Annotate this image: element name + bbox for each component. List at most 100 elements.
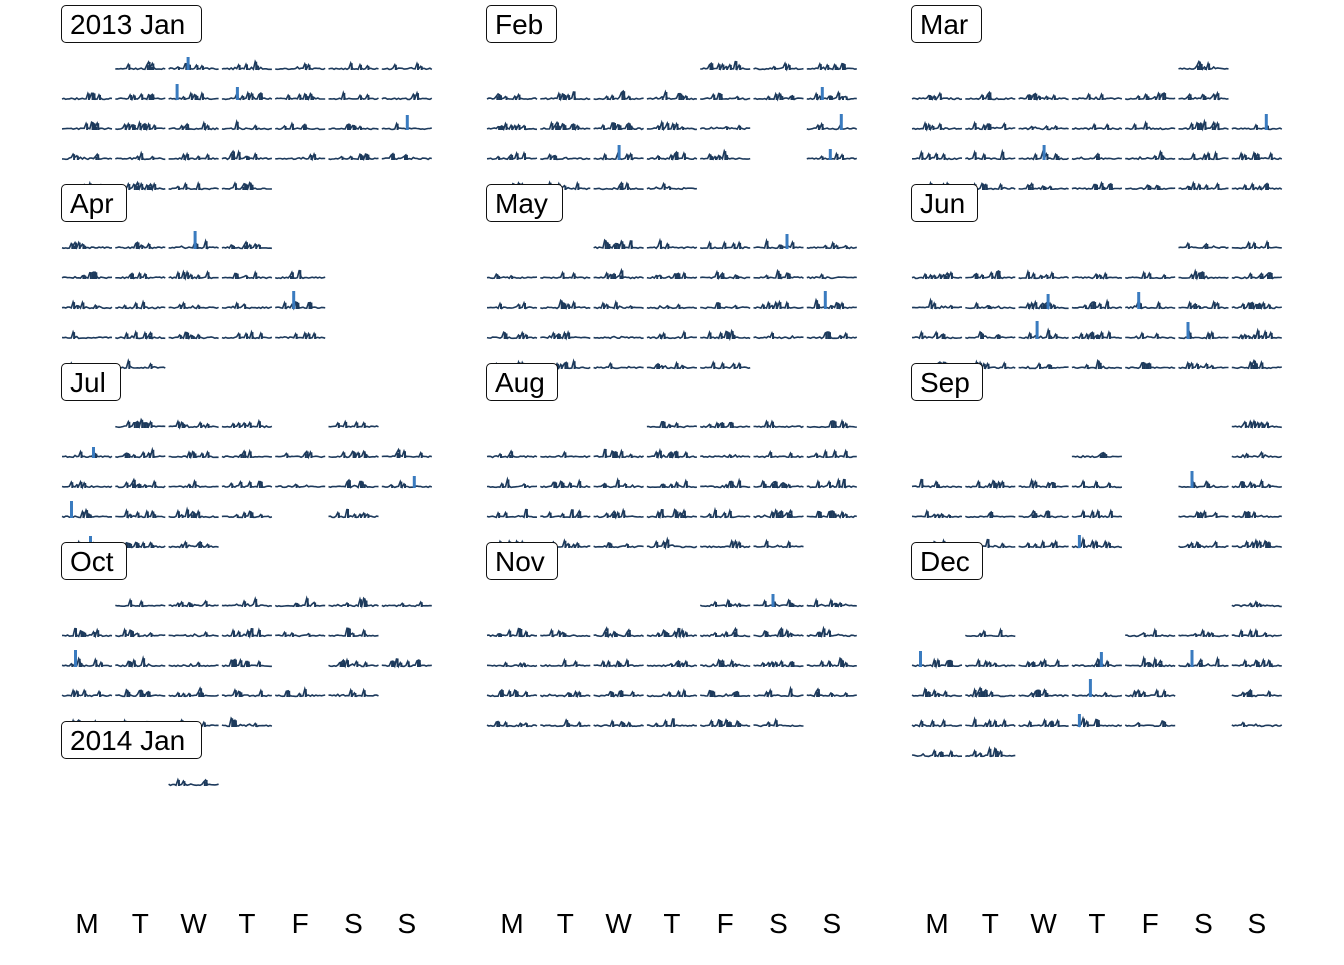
day-bar bbox=[286, 691, 289, 697]
day-bar bbox=[1255, 304, 1258, 309]
day-line bbox=[593, 89, 644, 101]
day-line bbox=[593, 299, 644, 311]
day-bar bbox=[1101, 453, 1104, 458]
day-bar bbox=[777, 514, 780, 518]
day-line bbox=[965, 120, 1016, 131]
day-bar bbox=[1198, 273, 1201, 279]
day-sparkline bbox=[753, 61, 804, 72]
day-sparkline bbox=[221, 448, 272, 459]
day-line bbox=[699, 718, 751, 728]
month-panel bbox=[61, 231, 326, 370]
day-line bbox=[115, 150, 166, 162]
day-bar bbox=[1265, 541, 1268, 548]
day-sparkline bbox=[115, 655, 166, 669]
day-bar bbox=[676, 274, 679, 279]
day-peak-bar bbox=[74, 650, 77, 667]
day-bar bbox=[244, 245, 247, 249]
day-sparkline bbox=[753, 626, 804, 639]
day-bar bbox=[143, 423, 146, 428]
day-bar bbox=[1099, 455, 1102, 458]
day-line bbox=[911, 270, 963, 280]
day-line bbox=[593, 658, 644, 668]
day-sparkline bbox=[593, 145, 644, 161]
day-bar bbox=[1149, 662, 1152, 667]
day-sparkline bbox=[1231, 688, 1282, 698]
day-sparkline bbox=[1124, 688, 1176, 698]
day-bar bbox=[192, 511, 195, 518]
day-sparkline bbox=[965, 745, 1016, 758]
day-sparkline bbox=[753, 479, 804, 489]
day-bar bbox=[91, 273, 94, 279]
day-sparkline bbox=[1018, 92, 1069, 102]
month-label: May bbox=[486, 184, 563, 222]
day-bar bbox=[363, 484, 366, 488]
day-sparkline bbox=[593, 335, 644, 340]
day-sparkline bbox=[911, 91, 963, 101]
day-sparkline bbox=[486, 661, 538, 668]
day-line bbox=[1178, 360, 1229, 370]
day-line bbox=[486, 449, 538, 459]
day-bar bbox=[146, 692, 149, 697]
day-sparkline bbox=[965, 716, 1016, 728]
day-sparkline bbox=[486, 92, 538, 101]
day-sparkline bbox=[328, 449, 379, 459]
day-bar bbox=[1198, 61, 1201, 70]
day-line bbox=[806, 62, 857, 71]
day-bar bbox=[141, 419, 144, 428]
day-line bbox=[1071, 329, 1122, 341]
day-sparkline bbox=[1231, 300, 1282, 311]
day-line bbox=[646, 237, 698, 250]
day-line bbox=[753, 330, 804, 340]
day-bar bbox=[339, 662, 342, 667]
day-bar bbox=[1187, 186, 1190, 190]
day-bar bbox=[1097, 659, 1100, 667]
day-peak-bar bbox=[771, 594, 775, 607]
day-sparkline bbox=[646, 478, 697, 489]
day-peak-bar bbox=[292, 291, 296, 309]
day-line bbox=[115, 299, 166, 310]
day-sparkline bbox=[1231, 182, 1283, 191]
day-line bbox=[1231, 688, 1282, 698]
day-sparkline bbox=[1178, 650, 1229, 668]
day-bar bbox=[777, 270, 780, 279]
day-bar bbox=[621, 241, 624, 249]
day-sparkline bbox=[62, 447, 113, 459]
day-bar bbox=[1048, 483, 1051, 488]
month-panel bbox=[911, 418, 1283, 580]
day-line bbox=[1018, 718, 1069, 728]
day-peak-bar bbox=[823, 291, 827, 309]
day-bar bbox=[829, 96, 831, 100]
day-line bbox=[965, 686, 1016, 699]
day-line bbox=[911, 297, 962, 310]
day-sparkline bbox=[700, 328, 751, 342]
day-sparkline bbox=[1018, 539, 1069, 549]
day-sparkline bbox=[114, 329, 166, 340]
day-sparkline bbox=[911, 651, 963, 670]
day-sparkline bbox=[168, 479, 219, 489]
day-bar bbox=[1267, 543, 1269, 548]
day-line bbox=[221, 596, 273, 608]
day-line bbox=[486, 661, 538, 668]
day-sparkline bbox=[221, 118, 272, 131]
day-bar bbox=[233, 720, 235, 727]
day-bar bbox=[135, 542, 138, 548]
day-line bbox=[61, 656, 113, 668]
day-bar bbox=[724, 151, 727, 160]
day-sparkline bbox=[486, 688, 538, 698]
day-sparkline bbox=[806, 418, 857, 429]
day-sparkline bbox=[965, 120, 1016, 131]
day-bar bbox=[788, 513, 791, 518]
day-bar bbox=[562, 94, 565, 100]
day-bar bbox=[737, 721, 740, 727]
day-sparkline bbox=[274, 595, 326, 608]
day-sparkline bbox=[700, 92, 751, 101]
day-bar bbox=[779, 631, 782, 637]
day-bar bbox=[842, 96, 844, 100]
day-sparkline bbox=[646, 420, 698, 429]
day-line bbox=[911, 120, 963, 132]
day-bar bbox=[726, 720, 729, 727]
day-bar bbox=[1096, 335, 1098, 339]
day-bar bbox=[509, 454, 512, 458]
day-sparkline bbox=[1231, 450, 1283, 459]
day-sparkline bbox=[168, 84, 219, 101]
